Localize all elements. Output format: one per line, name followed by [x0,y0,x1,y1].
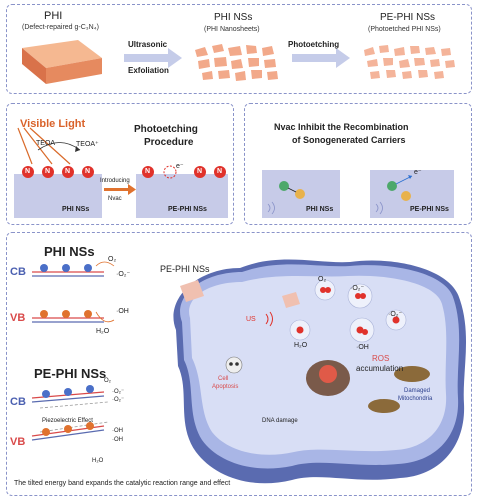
top-panel [6,4,472,94]
n-atom-label-7: N [217,168,223,175]
step1-label-line2: Exfoliation [128,66,169,75]
electron-label: e⁻ [176,163,184,170]
cell-oh-label: ·OH [356,344,369,351]
pe-superoxide-2: ·O₂⁻ [112,397,125,403]
pe-subtitle: (Photoetched PHI NSs) [368,26,441,33]
phi-hydroxyl: ·OH [116,308,129,315]
pe-hydroxyl-1: ·OH [112,428,123,434]
nss-title: PHI NSs [214,12,253,23]
ros-label-line2: accumulation [356,364,404,373]
damaged-label-line1: Damaged [404,388,431,394]
pe-phi-nss-heading: PE-PHI NSs [34,366,107,381]
cell-us-label: US [246,316,256,323]
n-atom-label-2: N [45,168,51,175]
bottom-caption: The tilted energy band expands the catal… [14,480,231,487]
phi-block-label: PHI NSs [306,206,334,213]
teoa-label: TEOA [36,140,56,147]
phi-nss-heading: PHI NSs [44,244,95,259]
recombination-electron: e⁻ [414,169,422,176]
introducing-label: Introducing [100,178,130,184]
step2-label: Photoetching [288,40,340,49]
pe-superoxide-1: ·O₂⁻ [112,389,125,395]
cell-superoxide-label-2: ·O₂⁻ [388,311,403,318]
damaged-label-line2: Mitochondria [398,396,433,402]
photoetching-title-line2: Procedure [144,137,194,148]
n-atom-label-3: N [65,168,71,175]
nvac-label: Nvac [108,196,122,202]
apoptosis-label-line1: Cell [218,376,229,382]
bottom-panel [6,232,472,496]
ros-label-line1: ROS [372,354,390,363]
phi-superoxide: ·O₂⁻ [116,271,131,278]
apoptosis-label-line2: Apoptosis [212,384,239,390]
teoa-plus-label: TEOA⁺ [76,141,99,148]
phi-h2o: H₂O [96,328,110,335]
phi-subtitle: (Defect-repaired g-C₃N₄) [22,24,99,31]
cell-superoxide-label-1: ·O₂⁻ [350,285,365,292]
n-atom-label-5: N [145,168,151,175]
phi-cb-label: CB [10,266,26,278]
step1-label-line1: Ultrasonic [128,40,168,49]
pe-hydroxyl-2: ·OH [112,437,123,443]
dna-damage-label: DNA damage [262,418,298,424]
recombination-panel [244,103,472,225]
pe-cb-label: CB [10,396,26,408]
cell-o2-label: O₂ [318,276,327,283]
recombination-title-line1: Nvac Inhibit the Recombination [274,122,409,132]
pe-phi-substrate-label: PE-PHI NSs [168,206,207,213]
recombination-title-line2: of Sonogenerated Carriers [292,135,406,145]
phi-substrate-label: PHI NSs [62,206,90,213]
phi-vb-label: VB [10,312,26,324]
nss-subtitle: (PHI Nanosheets) [204,26,260,33]
piezo-label: Piezoelectric Effect [42,418,93,424]
n-atom-label-6: N [197,168,203,175]
phi-title: PHI [44,10,63,22]
n-atom-label-1: N [25,168,31,175]
photoetching-title-line1: Photoetching [134,124,198,135]
n-atom-label-4: N [85,168,91,175]
cell-h2o-label: H₂O [294,342,308,349]
pe-phi-block-label: PE-PHI NSs [410,206,449,213]
visible-light-label: Visible Light [20,118,86,130]
photoetching-panel [6,103,234,225]
pe-h2o: H₂O [92,458,104,464]
cell-pe-phi-label: PE-PHI NSs [160,264,210,274]
pe-o2: O₂ [104,378,111,384]
phi-o2: O₂ [108,256,117,263]
pe-title: PE-PHI NSs [380,12,436,23]
pe-vb-label: VB [10,436,26,448]
